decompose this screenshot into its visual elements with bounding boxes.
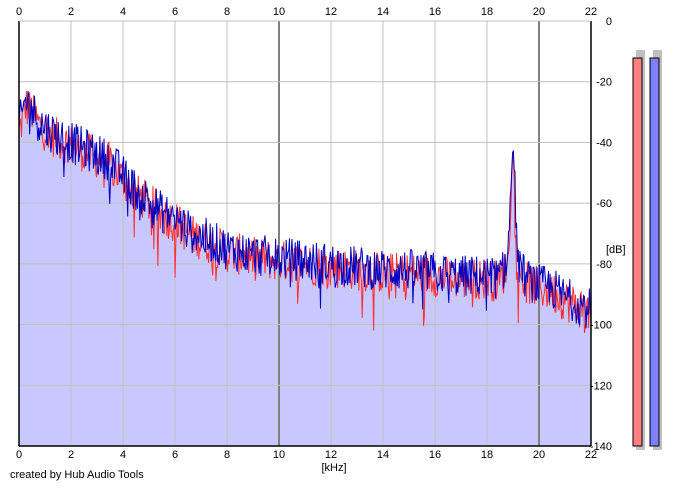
x-tick-label-top: 22 — [585, 6, 597, 18]
level-meter-left — [632, 57, 643, 447]
x-tick-label-top: 2 — [68, 6, 74, 18]
y-tick-label: -80 — [596, 259, 612, 271]
footer-credit: created by Hub Audio Tools — [10, 469, 144, 481]
level-meter-right — [649, 57, 660, 447]
x-tick-label-top: 20 — [533, 6, 545, 18]
y-tick-label: -100 — [590, 320, 612, 332]
x-tick-label-top: 8 — [224, 6, 230, 18]
x-tick-label-bottom: 14 — [377, 449, 389, 461]
x-tick-label-bottom: 22 — [585, 449, 597, 461]
x-tick-label-bottom: 10 — [273, 449, 285, 461]
x-tick-label-bottom: 18 — [481, 449, 493, 461]
x-tick-label-top: 4 — [120, 6, 126, 18]
y-tick-label: 0 — [606, 16, 612, 28]
x-tick-label-bottom: 2 — [68, 449, 74, 461]
y-tick-label: -120 — [590, 380, 612, 392]
x-tick-label-top: 16 — [429, 6, 441, 18]
x-tick-label-bottom: 12 — [325, 449, 337, 461]
x-tick-label-bottom: 4 — [120, 449, 126, 461]
y-tick-label: -20 — [596, 77, 612, 89]
x-tick-label-top: 0 — [16, 6, 22, 18]
x-tick-label-top: 18 — [481, 6, 493, 18]
x-tick-label-bottom: 6 — [172, 449, 178, 461]
y-tick-label: -60 — [596, 198, 612, 210]
x-tick-label-top: 10 — [273, 6, 285, 18]
x-tick-label-bottom: 20 — [533, 449, 545, 461]
y-axis-label: [dB] — [606, 244, 626, 256]
x-tick-label-bottom: 8 — [224, 449, 230, 461]
y-tick-label: -40 — [596, 137, 612, 149]
series-line-right — [18, 90, 592, 329]
x-tick-label-bottom: 16 — [429, 449, 441, 461]
x-tick-label-top: 12 — [325, 6, 337, 18]
x-axis-label: [kHz] — [321, 462, 346, 474]
x-tick-label-top: 14 — [377, 6, 389, 18]
x-tick-label-bottom: 0 — [16, 449, 22, 461]
x-tick-label-top: 6 — [172, 6, 178, 18]
y-tick-label: -140 — [590, 441, 612, 453]
spectrum-fill-area — [19, 90, 591, 447]
